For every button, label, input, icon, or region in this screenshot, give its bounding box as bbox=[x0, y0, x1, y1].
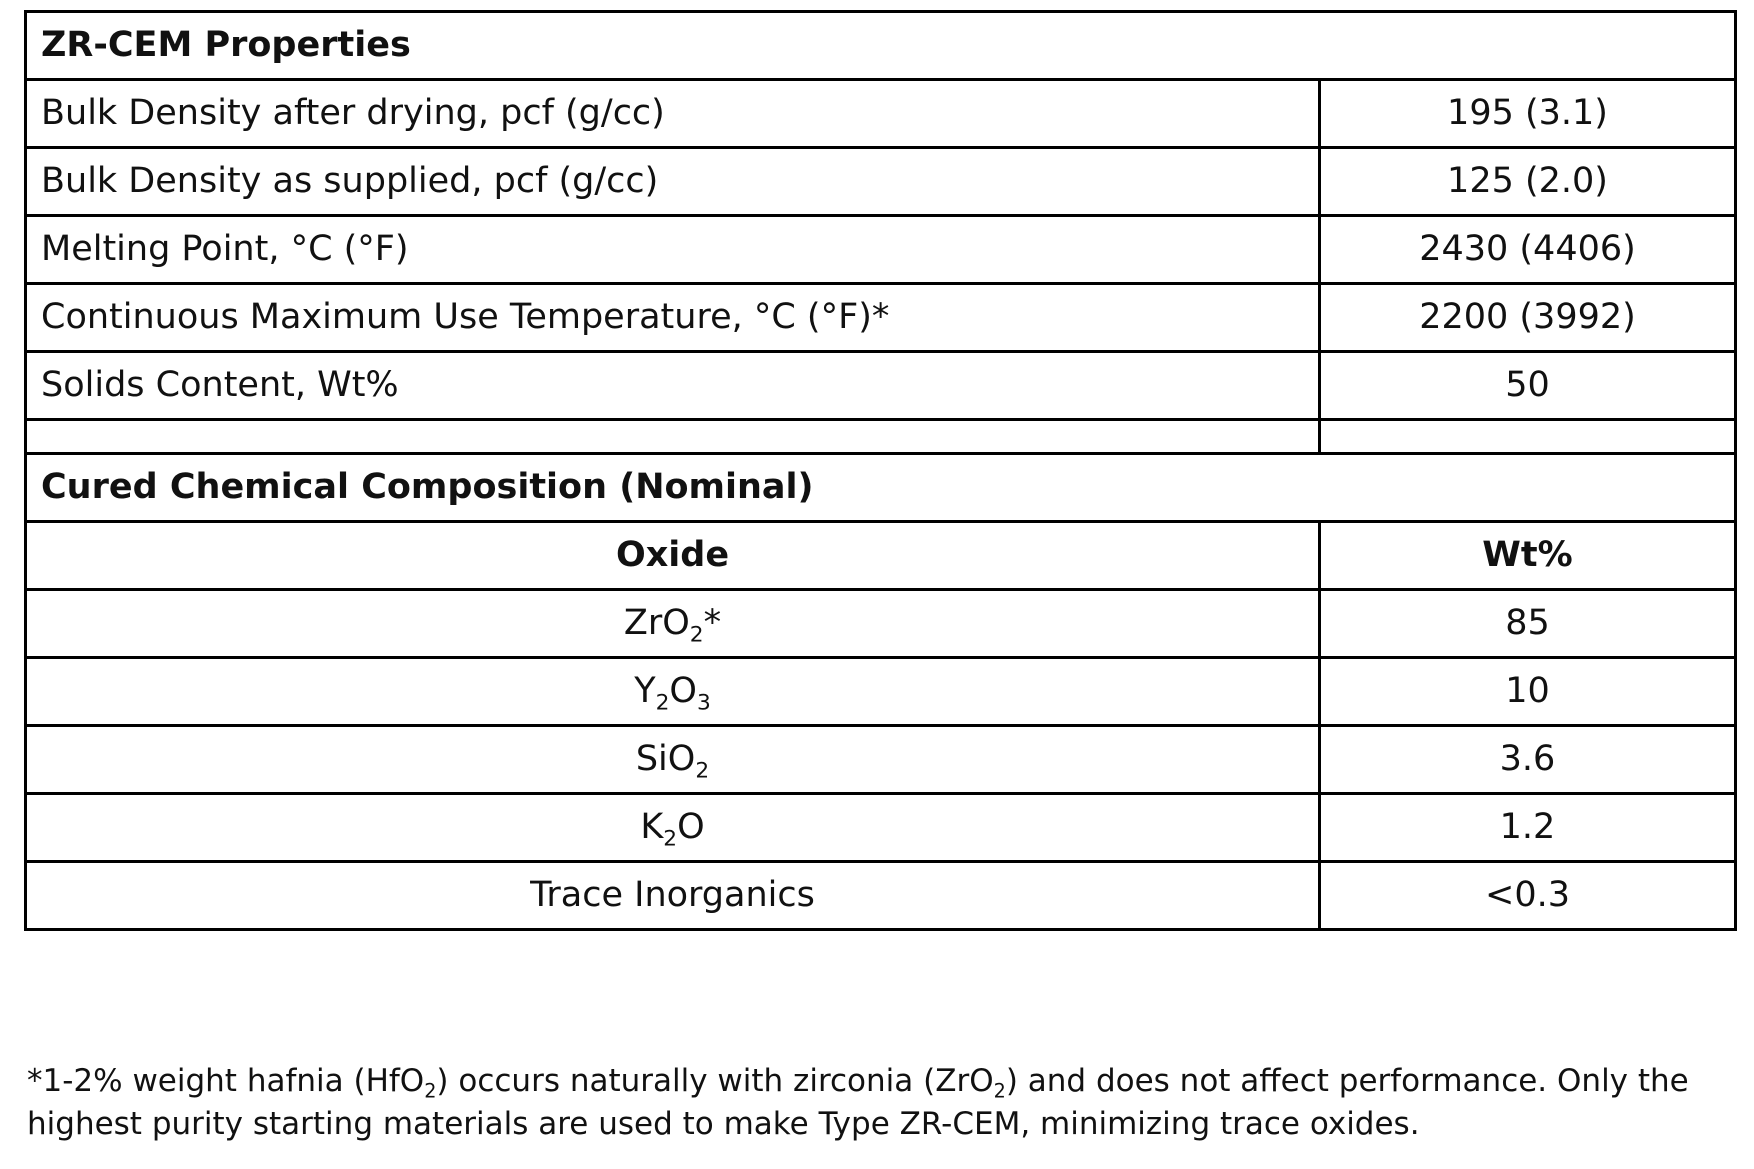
composition-title-row: Cured Chemical Composition (Nominal) bbox=[24, 452, 1737, 523]
oxide-text: SiO bbox=[635, 739, 696, 779]
property-label: Bulk Density as supplied, pcf (g/cc) bbox=[24, 146, 1321, 217]
table-row: K2O 1.2 bbox=[24, 792, 1737, 863]
wt-cell: 3.6 bbox=[1318, 724, 1737, 795]
table-row: Bulk Density as supplied, pcf (g/cc) 125… bbox=[24, 146, 1737, 217]
oxide-text: O bbox=[669, 671, 697, 711]
property-value: 195 (3.1) bbox=[1318, 78, 1737, 149]
wt-cell: <0.3 bbox=[1318, 860, 1737, 931]
table-row: SiO2 3.6 bbox=[24, 724, 1737, 795]
properties-title: ZR-CEM Properties bbox=[24, 10, 1737, 81]
spacer-cell bbox=[24, 418, 1321, 455]
data-sheet: ZR-CEM Properties Bulk Density after dry… bbox=[24, 10, 1737, 931]
property-value: 2200 (3992) bbox=[1318, 282, 1737, 353]
oxide-cell: SiO2 bbox=[24, 724, 1321, 795]
table-row: Melting Point, °C (°F) 2430 (4406) bbox=[24, 214, 1737, 285]
property-label: Melting Point, °C (°F) bbox=[24, 214, 1321, 285]
oxide-subscript: 3 bbox=[696, 690, 711, 716]
oxide-cell: ZrO2* bbox=[24, 588, 1321, 659]
footnote: *1-2% weight hafnia (HfO2) occurs natura… bbox=[27, 1060, 1717, 1146]
oxide-column-header: Oxide bbox=[24, 520, 1321, 591]
footnote-subscript: 2 bbox=[424, 1079, 437, 1103]
oxide-cell: K2O bbox=[24, 792, 1321, 863]
oxide-text: O bbox=[677, 807, 705, 847]
footnote-subscript: 2 bbox=[993, 1079, 1006, 1103]
oxide-text: Trace Inorganics bbox=[530, 875, 815, 915]
table-row: Bulk Density after drying, pcf (g/cc) 19… bbox=[24, 78, 1737, 149]
wt-cell: 85 bbox=[1318, 588, 1737, 659]
property-value: 50 bbox=[1318, 350, 1737, 421]
table-row: Y2O3 10 bbox=[24, 656, 1737, 727]
properties-table: ZR-CEM Properties Bulk Density after dry… bbox=[24, 10, 1737, 931]
property-value: 2430 (4406) bbox=[1318, 214, 1737, 285]
composition-title: Cured Chemical Composition (Nominal) bbox=[24, 452, 1737, 523]
oxide-subscript: 2 bbox=[663, 826, 678, 852]
table-row: Trace Inorganics <0.3 bbox=[24, 860, 1737, 931]
footnote-text: ) and does not affect performance. Only … bbox=[27, 1063, 1689, 1142]
oxide-subscript: 2 bbox=[695, 758, 710, 784]
properties-title-row: ZR-CEM Properties bbox=[24, 10, 1737, 81]
oxide-text: * bbox=[703, 603, 722, 643]
wt-cell: 10 bbox=[1318, 656, 1737, 727]
oxide-text: K bbox=[640, 807, 664, 847]
property-label: Bulk Density after drying, pcf (g/cc) bbox=[24, 78, 1321, 149]
table-row: Continuous Maximum Use Temperature, °C (… bbox=[24, 282, 1737, 353]
composition-header-row: Oxide Wt% bbox=[24, 520, 1737, 591]
oxide-cell: Y2O3 bbox=[24, 656, 1321, 727]
footnote-text: ) occurs naturally with zirconia (ZrO bbox=[436, 1063, 994, 1099]
table-row: Solids Content, Wt% 50 bbox=[24, 350, 1737, 421]
oxide-subscript: 2 bbox=[655, 690, 670, 716]
oxide-text: ZrO bbox=[623, 603, 690, 643]
oxide-cell: Trace Inorganics bbox=[24, 860, 1321, 931]
wt-column-header: Wt% bbox=[1318, 520, 1737, 591]
spacer-row bbox=[24, 418, 1737, 455]
spacer-cell bbox=[1318, 418, 1737, 455]
property-label: Continuous Maximum Use Temperature, °C (… bbox=[24, 282, 1321, 353]
property-label: Solids Content, Wt% bbox=[24, 350, 1321, 421]
footnote-text: *1-2% weight hafnia (HfO bbox=[27, 1063, 425, 1099]
property-value: 125 (2.0) bbox=[1318, 146, 1737, 217]
oxide-text: Y bbox=[634, 671, 656, 711]
oxide-subscript: 2 bbox=[689, 622, 704, 648]
wt-cell: 1.2 bbox=[1318, 792, 1737, 863]
table-row: ZrO2* 85 bbox=[24, 588, 1737, 659]
